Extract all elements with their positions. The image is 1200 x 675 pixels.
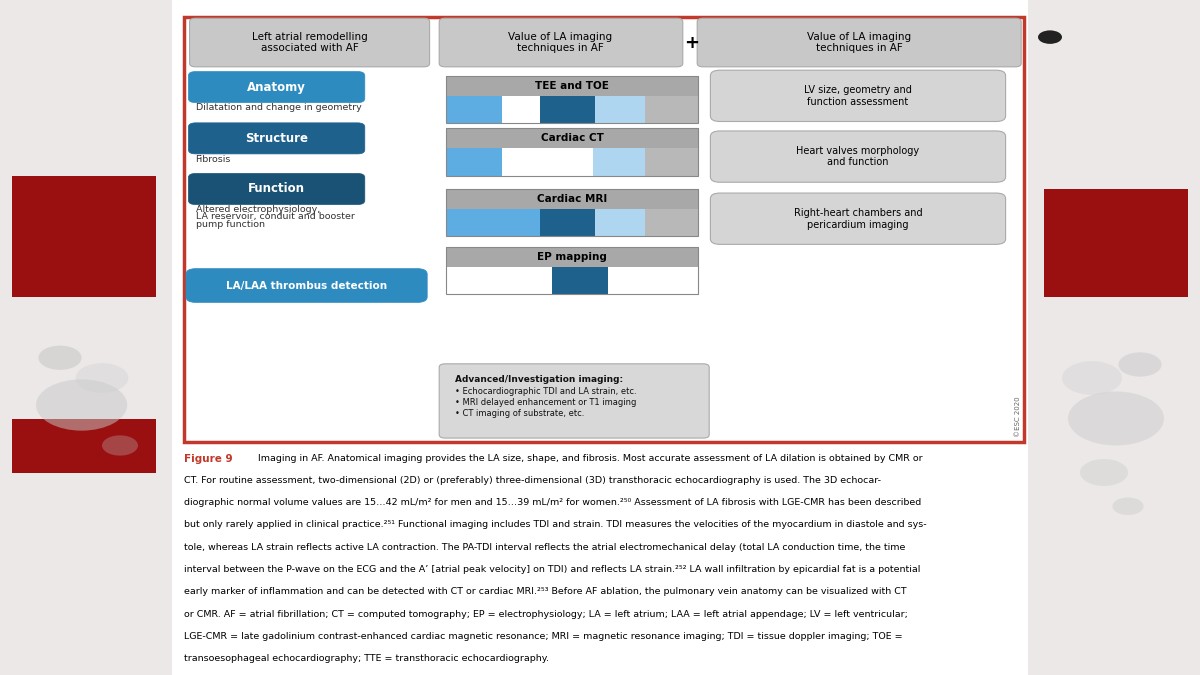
Text: Anatomy: Anatomy — [247, 80, 306, 94]
Bar — [172, 0, 1028, 675]
FancyBboxPatch shape — [188, 123, 365, 154]
Text: LA reservoir, conduit and booster: LA reservoir, conduit and booster — [196, 212, 354, 221]
FancyBboxPatch shape — [710, 193, 1006, 244]
Bar — [552, 267, 607, 294]
Text: Imaging in AF. Anatomical imaging provides the LA size, shape, and fibrosis. Mos: Imaging in AF. Anatomical imaging provid… — [258, 454, 923, 462]
Bar — [446, 96, 502, 123]
Bar — [646, 96, 698, 123]
Text: LA/LAA thrombus detection: LA/LAA thrombus detection — [226, 281, 388, 290]
FancyBboxPatch shape — [188, 173, 365, 205]
Text: transoesophageal echocardiography; TTE = transthoracic echocardiography.: transoesophageal echocardiography; TTE =… — [184, 654, 548, 663]
Bar — [446, 189, 698, 236]
FancyBboxPatch shape — [188, 72, 365, 103]
Text: • MRI delayed enhancement or T1 imaging: • MRI delayed enhancement or T1 imaging — [455, 398, 636, 407]
Circle shape — [1062, 361, 1122, 395]
Text: EP mapping: EP mapping — [538, 252, 607, 262]
Circle shape — [38, 346, 82, 370]
Bar — [12, 418, 156, 472]
Bar — [446, 76, 698, 96]
Text: Cardiac CT: Cardiac CT — [541, 134, 604, 143]
Bar — [12, 176, 156, 297]
FancyBboxPatch shape — [439, 364, 709, 438]
Circle shape — [1112, 497, 1144, 515]
Bar — [446, 267, 552, 294]
Bar — [446, 128, 698, 148]
Text: Cardiac MRI: Cardiac MRI — [538, 194, 607, 204]
Bar — [502, 148, 593, 176]
FancyBboxPatch shape — [710, 70, 1006, 122]
Circle shape — [1038, 30, 1062, 44]
Bar — [1028, 0, 1200, 675]
FancyBboxPatch shape — [439, 18, 683, 67]
Text: Value of LA imaging
techniques in AF: Value of LA imaging techniques in AF — [808, 32, 911, 53]
Text: Figure 9: Figure 9 — [184, 454, 233, 464]
Bar — [595, 209, 646, 236]
Text: early marker of inflammation and can be detected with CT or cardiac MRI.²⁵³ Befo: early marker of inflammation and can be … — [184, 587, 906, 596]
Text: tole, whereas LA strain reflects active LA contraction. The PA-TDI interval refl: tole, whereas LA strain reflects active … — [184, 543, 905, 551]
Circle shape — [102, 435, 138, 456]
Text: Dilatation and change in geometry: Dilatation and change in geometry — [196, 103, 361, 113]
Bar — [446, 189, 698, 209]
Circle shape — [1118, 352, 1162, 377]
Bar — [446, 247, 698, 294]
FancyBboxPatch shape — [190, 18, 430, 67]
Text: but only rarely applied in clinical practice.²⁵¹ Functional imaging includes TDI: but only rarely applied in clinical prac… — [184, 520, 926, 529]
Bar — [446, 76, 698, 123]
Bar — [446, 128, 698, 176]
Bar — [502, 209, 540, 236]
Circle shape — [76, 363, 128, 393]
Text: pump function: pump function — [196, 219, 265, 229]
Text: Altered electrophysiology,: Altered electrophysiology, — [196, 205, 320, 214]
Text: +: + — [684, 34, 698, 51]
Text: LV size, geometry and
function assessment: LV size, geometry and function assessmen… — [804, 85, 912, 107]
Text: CT. For routine assessment, two-dimensional (2D) or (preferably) three-dimension: CT. For routine assessment, two-dimensio… — [184, 476, 881, 485]
Bar — [1044, 189, 1188, 297]
Text: interval between the P-wave on the ECG and the A’ [atrial peak velocity] on TDI): interval between the P-wave on the ECG a… — [184, 565, 920, 574]
Bar — [0, 0, 172, 675]
Circle shape — [1080, 459, 1128, 486]
Text: Advanced/Investigation imaging:: Advanced/Investigation imaging: — [455, 375, 623, 384]
Text: Function: Function — [248, 182, 305, 196]
Bar — [540, 209, 595, 236]
Bar — [646, 209, 698, 236]
Bar — [595, 96, 646, 123]
Bar — [184, 17, 1024, 442]
Bar — [446, 247, 698, 267]
Text: Structure: Structure — [245, 132, 308, 145]
Bar — [646, 148, 698, 176]
Text: TEE and TOE: TEE and TOE — [535, 81, 610, 90]
Circle shape — [36, 379, 127, 431]
FancyBboxPatch shape — [697, 18, 1021, 67]
FancyBboxPatch shape — [186, 269, 427, 302]
Circle shape — [1068, 392, 1164, 446]
Bar — [593, 148, 646, 176]
Text: ©ESC 2020: ©ESC 2020 — [1015, 397, 1020, 437]
Text: Left atrial remodelling
associated with AF: Left atrial remodelling associated with … — [252, 32, 367, 53]
Bar — [502, 96, 540, 123]
Bar — [446, 209, 502, 236]
Bar — [607, 267, 698, 294]
FancyBboxPatch shape — [710, 131, 1006, 182]
Text: • Echocardiographic TDI and LA strain, etc.: • Echocardiographic TDI and LA strain, e… — [455, 387, 636, 396]
Text: Heart valves morphology
and function: Heart valves morphology and function — [797, 146, 919, 167]
Bar — [540, 96, 595, 123]
Text: Right-heart chambers and
pericardium imaging: Right-heart chambers and pericardium ima… — [793, 208, 923, 230]
Text: Fibrosis: Fibrosis — [196, 155, 230, 165]
Text: Value of LA imaging
techniques in AF: Value of LA imaging techniques in AF — [509, 32, 612, 53]
Text: or CMR. AF = atrial fibrillation; CT = computed tomography; EP = electrophysiolo: or CMR. AF = atrial fibrillation; CT = c… — [184, 610, 907, 618]
Text: • CT imaging of substrate, etc.: • CT imaging of substrate, etc. — [455, 408, 584, 418]
Text: diographic normal volume values are 15…42 mL/m² for men and 15…39 mL/m² for wome: diographic normal volume values are 15…4… — [184, 498, 920, 507]
Bar — [446, 148, 502, 176]
Text: LGE-CMR = late gadolinium contrast-enhanced cardiac magnetic resonance; MRI = ma: LGE-CMR = late gadolinium contrast-enhan… — [184, 632, 902, 641]
